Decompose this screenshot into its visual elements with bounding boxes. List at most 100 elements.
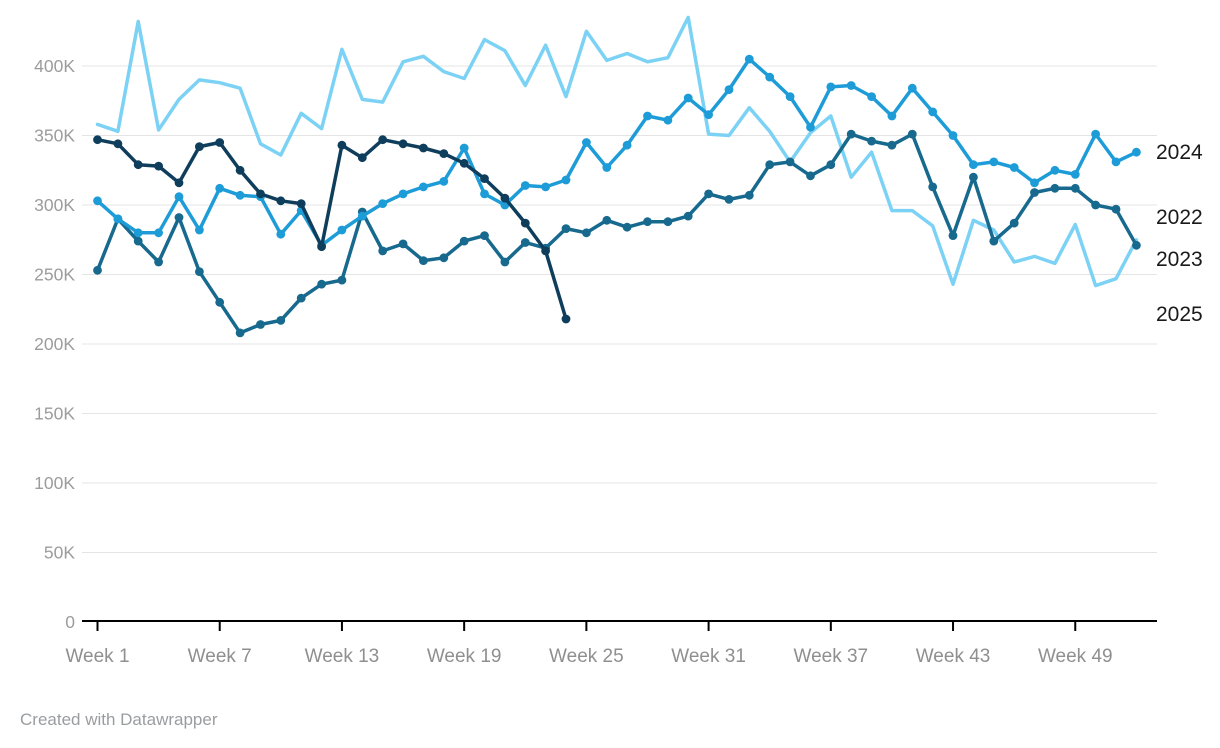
data-point-2024 <box>765 72 775 82</box>
data-point-2024 <box>154 228 164 238</box>
data-point-2024 <box>683 93 693 103</box>
data-point-2022 <box>846 129 856 139</box>
data-point-2024 <box>744 54 754 64</box>
y-axis-tick-label: 50K <box>44 543 75 563</box>
series-label-2025: 2025 <box>1156 303 1203 326</box>
data-point-2022 <box>806 171 815 181</box>
data-point-2025 <box>398 139 408 149</box>
x-axis-tick-label: Week 13 <box>305 646 380 667</box>
data-point-2024 <box>969 160 978 170</box>
data-point-2025 <box>256 189 265 199</box>
data-point-2022 <box>785 157 795 167</box>
data-point-2024 <box>1070 170 1080 179</box>
line-2023[interactable] <box>95 15 1139 288</box>
data-point-2024 <box>602 163 612 172</box>
x-axis-tick-label: Week 25 <box>549 646 624 667</box>
data-point-2024 <box>1111 157 1121 167</box>
data-point-2022 <box>235 328 245 338</box>
series-label-2024: 2024 <box>1156 141 1203 164</box>
data-point-2022 <box>480 231 489 241</box>
data-point-2024 <box>622 140 632 150</box>
line-2025[interactable] <box>95 137 568 321</box>
y-axis-tick-label: 0 <box>65 612 75 632</box>
data-point-2022 <box>419 256 428 265</box>
data-point-2022 <box>602 215 612 225</box>
data-point-2022 <box>215 297 225 307</box>
data-point-2024 <box>215 183 225 193</box>
data-point-2022 <box>744 190 754 200</box>
data-point-2024 <box>1132 147 1141 157</box>
data-point-2024 <box>806 122 815 132</box>
data-point-2022 <box>439 253 449 263</box>
y-axis-tick-label: 250K <box>34 265 75 285</box>
data-point-2022 <box>276 316 286 325</box>
data-point-2025 <box>113 139 123 149</box>
data-point-2025 <box>195 142 204 152</box>
x-axis-tick-label: Week 37 <box>793 646 868 667</box>
data-point-2025 <box>520 218 530 228</box>
data-point-2022 <box>93 265 102 275</box>
data-point-2025 <box>561 314 571 324</box>
data-point-2022 <box>683 211 693 221</box>
data-point-2024 <box>928 107 938 117</box>
data-point-2022 <box>1132 240 1141 250</box>
data-point-2025 <box>296 199 306 209</box>
data-point-2022 <box>724 195 734 204</box>
data-point-2022 <box>887 140 897 150</box>
data-point-2022 <box>459 236 469 246</box>
data-point-2024 <box>663 115 673 125</box>
data-point-2022 <box>174 213 184 222</box>
data-point-2024 <box>561 175 571 185</box>
data-point-2024 <box>887 111 897 121</box>
data-point-2025 <box>378 135 388 145</box>
data-point-2025 <box>154 161 164 171</box>
data-point-2024 <box>520 181 530 190</box>
data-point-2025 <box>235 165 245 175</box>
data-point-2022 <box>928 182 938 192</box>
x-axis-tick-label: Week 7 <box>188 646 252 667</box>
data-point-2025 <box>541 246 550 256</box>
data-point-2024 <box>867 92 876 101</box>
data-point-2024 <box>439 177 449 186</box>
data-point-2024 <box>133 228 143 238</box>
data-point-2024 <box>357 211 367 221</box>
data-point-2024 <box>93 196 102 206</box>
data-point-2022 <box>398 239 408 249</box>
data-point-2024 <box>907 83 917 93</box>
data-point-2024 <box>643 111 652 121</box>
series-label-2022: 2022 <box>1156 206 1203 229</box>
data-point-2022 <box>317 279 326 289</box>
data-point-2022 <box>1050 183 1060 193</box>
data-point-2025 <box>439 149 449 159</box>
data-point-2022 <box>907 129 917 139</box>
data-point-2022 <box>154 257 164 267</box>
data-point-2024 <box>419 182 428 192</box>
data-point-2022 <box>1070 183 1080 193</box>
line-2022[interactable] <box>95 132 1139 335</box>
data-point-2025 <box>459 158 469 168</box>
data-point-2022 <box>969 172 978 182</box>
data-point-2024 <box>113 214 123 224</box>
line-2024[interactable] <box>95 57 1139 248</box>
data-point-2024 <box>826 82 836 92</box>
data-point-2022 <box>256 320 265 329</box>
data-point-2025 <box>419 143 428 153</box>
x-axis-tick-label: Week 1 <box>65 646 129 667</box>
data-point-2022 <box>663 217 673 227</box>
data-point-2022 <box>561 224 571 234</box>
data-point-2024 <box>235 190 245 200</box>
data-point-2024 <box>1050 165 1060 175</box>
data-point-2024 <box>724 85 734 94</box>
y-axis-tick-label: 200K <box>34 334 75 354</box>
data-point-2024 <box>459 143 469 153</box>
data-point-2024 <box>846 81 856 90</box>
data-point-2022 <box>378 246 388 256</box>
y-axis-tick-label: 400K <box>34 56 75 76</box>
datawrapper-credit: Created with Datawrapper <box>20 710 218 729</box>
data-point-2022 <box>704 189 713 199</box>
data-point-2022 <box>765 160 775 170</box>
data-point-2025 <box>174 178 184 188</box>
data-point-2025 <box>480 174 489 184</box>
